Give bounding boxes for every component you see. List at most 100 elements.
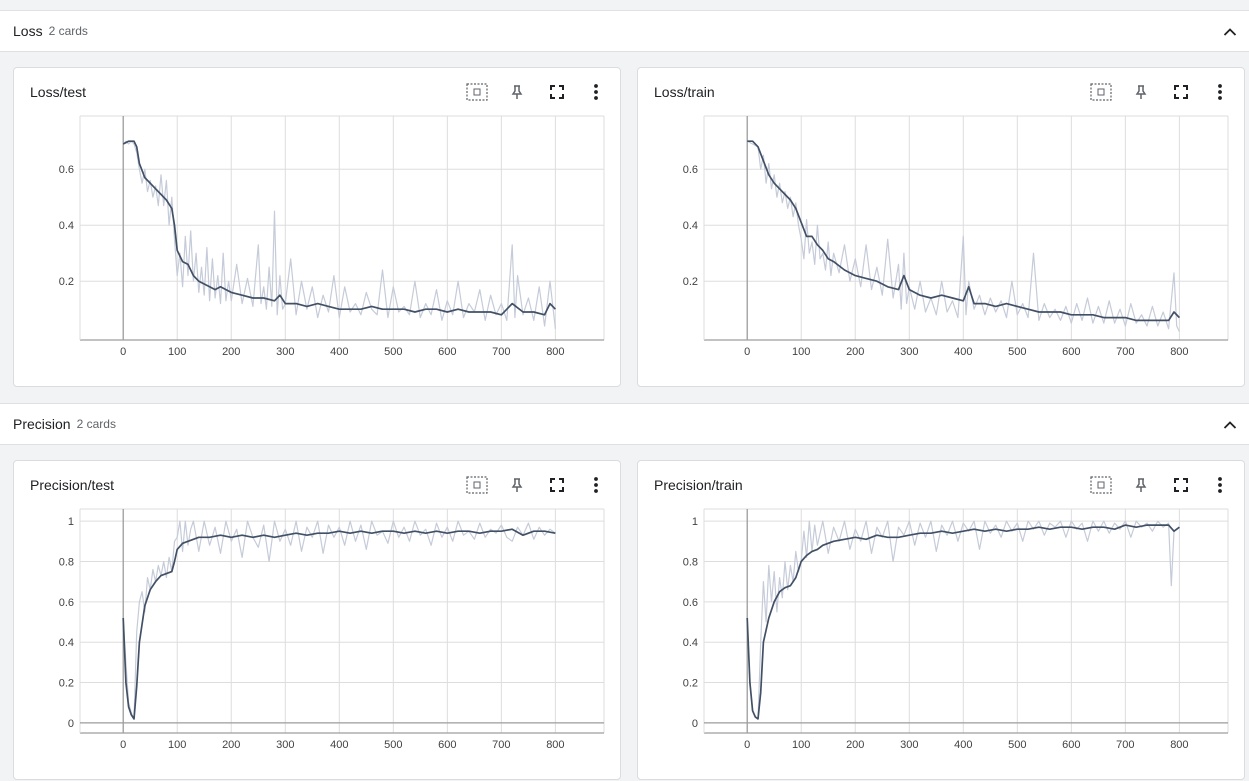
chevron-up-icon: [1223, 421, 1237, 429]
x-tick-label: 400: [954, 739, 972, 751]
y-tick-label: 0.6: [683, 164, 698, 176]
card-menu-button[interactable]: [584, 80, 608, 104]
smoothed-series-line: [747, 140, 1181, 322]
x-tick-label: 200: [846, 346, 864, 358]
y-tick-label: 0: [68, 718, 74, 730]
pin-card-button[interactable]: [1129, 80, 1153, 104]
y-tick-label: 0.2: [59, 678, 74, 690]
y-tick-label: 0.6: [683, 597, 698, 609]
section-header-precision: Precision 2 cards: [0, 403, 1249, 445]
section-card-count: 2 cards: [76, 417, 116, 431]
chart-grid: [80, 508, 605, 733]
x-tick-label: 500: [384, 739, 402, 751]
fullscreen-icon: [550, 478, 564, 492]
x-tick-label: 300: [900, 346, 918, 358]
x-tick-label: 200: [846, 739, 864, 751]
y-tick-label: 0.2: [683, 678, 698, 690]
y-tick-label: 0.2: [59, 276, 74, 288]
section-header-loss: Loss 2 cards: [0, 10, 1249, 52]
fullscreen-button[interactable]: [1169, 80, 1193, 104]
x-tick-label: 500: [1008, 739, 1026, 751]
collapse-section-button[interactable]: [1219, 21, 1241, 43]
x-tick-label: 800: [546, 739, 564, 751]
x-tick-label: 400: [330, 739, 348, 751]
line-chart[interactable]: 0.2 0.4 0.6 0 100 200 300 400 500 600 700 800: [638, 68, 1246, 388]
raw-series-line: [122, 520, 556, 720]
y-tick-label: 0.4: [59, 220, 74, 232]
y-tick-label: 0.2: [683, 276, 698, 288]
pin-card-button[interactable]: [505, 473, 529, 497]
x-tick-label: 600: [438, 346, 456, 358]
x-tick-label: 200: [222, 346, 240, 358]
line-chart[interactable]: 0.2 0.4 0.6 0 100 200 300 400 500 600 700 800: [14, 68, 622, 388]
x-tick-label: 700: [1116, 739, 1134, 751]
card-title: Loss/train: [654, 84, 715, 100]
fullscreen-icon: [1174, 478, 1188, 492]
line-chart[interactable]: 0 0.2 0.4 0.6 0.8 1 0 100 200 300 400 500 600 700 800: [14, 461, 622, 781]
card-menu-button[interactable]: [1208, 473, 1232, 497]
section-card-count: 2 cards: [48, 24, 88, 38]
x-tick-label: 100: [792, 739, 810, 751]
x-tick-label: 0: [120, 739, 126, 751]
x-tick-label: 600: [1062, 739, 1080, 751]
more-vert-icon: [594, 84, 598, 100]
x-tick-label: 700: [492, 346, 510, 358]
y-tick-label: 0.8: [59, 556, 74, 568]
section-title: Loss: [13, 23, 43, 39]
scalar-card-precision-test: Precision/test 0 0.2 0.4 0.6 0.8 1 0 100 200 300 4…: [13, 460, 621, 780]
more-vert-icon: [1218, 477, 1222, 493]
collapse-section-button[interactable]: [1219, 414, 1241, 436]
x-tick-label: 800: [1170, 346, 1188, 358]
more-vert-icon: [1218, 84, 1222, 100]
pin-icon: [1135, 478, 1147, 492]
fit-domain-button[interactable]: [1089, 80, 1113, 104]
pin-card-button[interactable]: [1129, 473, 1153, 497]
x-tick-label: 100: [168, 739, 186, 751]
x-tick-label: 0: [744, 739, 750, 751]
pin-card-button[interactable]: [505, 80, 529, 104]
x-tick-label: 800: [546, 346, 564, 358]
y-tick-label: 0.6: [59, 164, 74, 176]
fullscreen-button[interactable]: [545, 80, 569, 104]
fit-domain-icon: [1090, 476, 1112, 494]
section-title: Precision: [13, 416, 71, 432]
x-tick-label: 100: [792, 346, 810, 358]
pin-icon: [511, 478, 523, 492]
chart-grid: [704, 115, 1229, 340]
smoothed-series-line: [122, 528, 556, 720]
fullscreen-button[interactable]: [545, 473, 569, 497]
fit-domain-button[interactable]: [465, 473, 489, 497]
x-tick-label: 300: [276, 346, 294, 358]
chart-grid: [704, 508, 1229, 733]
card-menu-button[interactable]: [584, 473, 608, 497]
more-vert-icon: [594, 477, 598, 493]
x-tick-label: 300: [900, 739, 918, 751]
x-tick-label: 100: [168, 346, 186, 358]
y-tick-label: 0.8: [683, 556, 698, 568]
scalar-card-loss-train: Loss/train 0.2 0.4 0.6 0 100 200 300 400 500 600 7…: [637, 67, 1245, 387]
x-tick-label: 700: [492, 739, 510, 751]
x-tick-label: 500: [384, 346, 402, 358]
card-title: Precision/test: [30, 477, 115, 493]
fullscreen-button[interactable]: [1169, 473, 1193, 497]
x-tick-label: 400: [954, 346, 972, 358]
smoothed-series-line: [122, 140, 557, 316]
card-title: Precision/train: [654, 477, 743, 493]
chevron-up-icon: [1223, 28, 1237, 36]
scalar-card-loss-test: Loss/test 0.2 0.4 0.6 0 100 200 300 400 500 600 70…: [13, 67, 621, 387]
x-tick-label: 600: [1062, 346, 1080, 358]
pin-icon: [1135, 85, 1147, 99]
x-tick-label: 0: [120, 346, 126, 358]
card-menu-button[interactable]: [1208, 80, 1232, 104]
x-tick-label: 800: [1170, 739, 1188, 751]
line-chart[interactable]: 0 0.2 0.4 0.6 0.8 1 0 100 200 300 400 500 600 700 800: [638, 461, 1246, 781]
fit-domain-button[interactable]: [1089, 473, 1113, 497]
y-tick-label: 1: [692, 516, 698, 528]
x-tick-label: 400: [330, 346, 348, 358]
fit-domain-button[interactable]: [465, 80, 489, 104]
y-tick-label: 0.4: [59, 637, 74, 649]
fullscreen-icon: [550, 85, 564, 99]
x-tick-label: 700: [1116, 346, 1134, 358]
x-tick-label: 0: [744, 346, 750, 358]
y-tick-label: 0.4: [683, 220, 698, 232]
